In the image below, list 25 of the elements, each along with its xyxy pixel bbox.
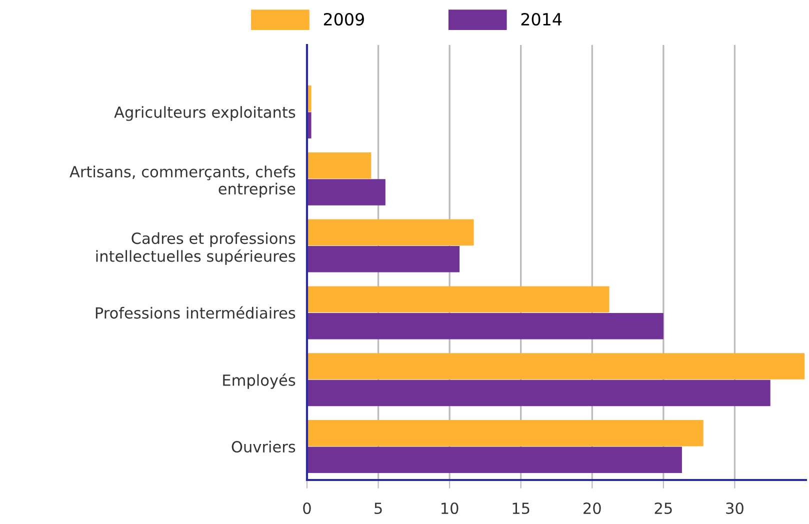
legend-label: 2009 [324,12,364,26]
bar [307,420,704,446]
legend-label: 2014 [521,12,562,26]
bar [307,286,610,312]
y-tick-label: Ouvriers [232,440,296,453]
x-tick-label: 25 [654,502,672,514]
bar [307,353,805,380]
bar [307,446,682,474]
bar [307,312,664,340]
x-tick-label: 5 [374,502,382,514]
bar [307,179,386,206]
y-tick-label: Professions intermédiaires [96,306,296,319]
x-tick-label: 30 [726,502,744,514]
x-tick-label: 10 [442,502,458,514]
y-tick-label: Employés [223,374,296,389]
y-tick-label: Artisans, commerçants, chefs entreprise [70,166,296,198]
x-tick-label: 20 [584,502,601,514]
bar [307,380,770,406]
x-tick-label: 0 [303,502,311,514]
bar [307,246,460,272]
x-tick-label: 15 [512,502,530,514]
bar [307,219,474,246]
bar [307,152,372,179]
y-tick-label: Agriculteurs exploitants [114,106,296,121]
y-tick-label: Cadres et professions intellectuelles supérieures [96,232,296,265]
